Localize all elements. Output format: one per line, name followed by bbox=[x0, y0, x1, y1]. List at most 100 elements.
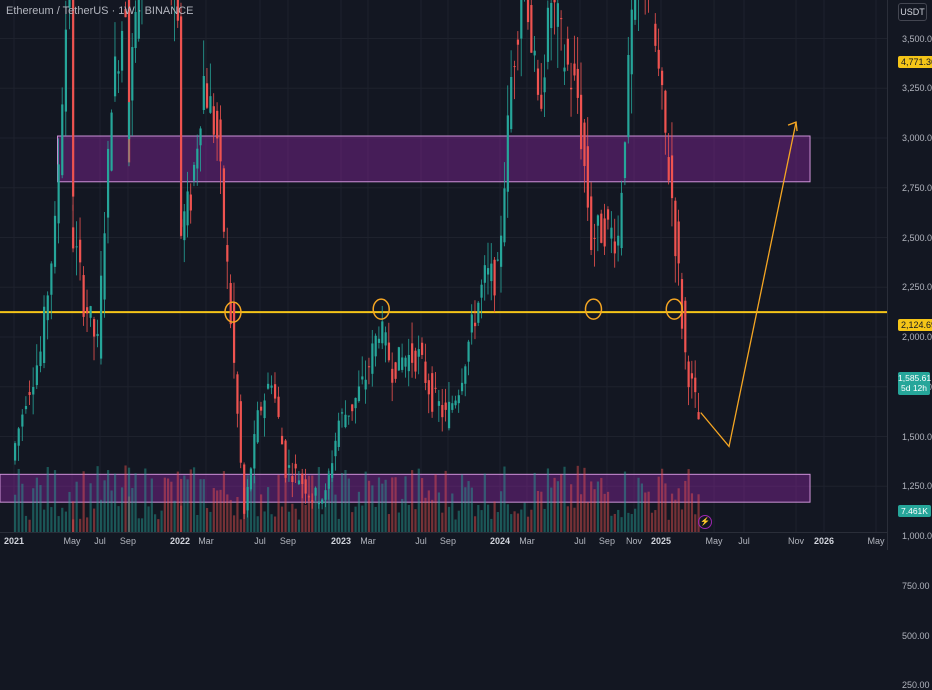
volume-bar bbox=[397, 512, 400, 532]
candle-body bbox=[421, 342, 424, 355]
price-tick-label: 500.00 bbox=[902, 630, 930, 641]
circle-marker bbox=[372, 298, 390, 320]
candle-body bbox=[287, 465, 291, 468]
time-axis[interactable] bbox=[0, 533, 888, 550]
volume-bar bbox=[46, 467, 49, 532]
volume-bar bbox=[500, 491, 503, 532]
candle-body bbox=[344, 414, 347, 428]
volume-bar bbox=[610, 515, 613, 532]
time-tick-label: Sep bbox=[279, 536, 296, 546]
candle-body bbox=[516, 39, 520, 45]
candle-body bbox=[120, 30, 124, 71]
volume-bar bbox=[684, 480, 687, 532]
candle-body bbox=[374, 335, 377, 357]
volume-bar bbox=[260, 494, 263, 532]
volume-bar bbox=[291, 503, 294, 532]
candle-body bbox=[35, 365, 38, 386]
candle-body bbox=[209, 96, 212, 113]
candle-body bbox=[407, 354, 410, 372]
volume-bar bbox=[670, 493, 674, 532]
volume-bar bbox=[93, 508, 96, 532]
resistance-zone bbox=[57, 135, 811, 183]
price-tick-label: 3,000.00 bbox=[902, 133, 932, 143]
candle-body bbox=[434, 387, 437, 389]
volume-bar bbox=[89, 483, 92, 532]
price-tick-label: 1,250.00 bbox=[902, 481, 932, 492]
time-tick-label: Nov bbox=[788, 536, 805, 546]
candle-body bbox=[583, 122, 586, 167]
candle-body bbox=[493, 259, 496, 296]
volume-bar bbox=[170, 481, 173, 532]
candle-body bbox=[536, 68, 540, 95]
volume-bar bbox=[513, 511, 516, 532]
candle-body bbox=[39, 351, 42, 367]
volume-bar bbox=[120, 487, 124, 532]
volume-bar bbox=[367, 480, 371, 532]
candle-body bbox=[263, 400, 266, 419]
time-tick-label: 2022 bbox=[169, 536, 191, 546]
candle-body bbox=[199, 128, 202, 146]
volume-bar bbox=[96, 466, 99, 532]
candle-body bbox=[189, 194, 192, 211]
volume-bar bbox=[127, 496, 131, 532]
candle-body bbox=[603, 218, 606, 247]
volume-bar bbox=[43, 509, 46, 532]
candle-body bbox=[246, 486, 249, 511]
volume-bar bbox=[483, 473, 486, 532]
volume-bar bbox=[131, 488, 134, 532]
volume-bar bbox=[493, 501, 496, 532]
candle-body bbox=[68, 0, 71, 8]
candle-body bbox=[79, 239, 82, 263]
candle-body bbox=[424, 361, 427, 383]
candle-body bbox=[216, 110, 219, 139]
time-axis-divider bbox=[0, 532, 888, 533]
projection-arrowhead bbox=[787, 121, 798, 132]
volume-bar bbox=[464, 487, 467, 532]
volume-bar bbox=[153, 514, 157, 532]
volume-bar bbox=[623, 471, 627, 532]
candle-body bbox=[89, 306, 92, 318]
candle-body bbox=[334, 440, 337, 457]
candle-body bbox=[381, 321, 384, 344]
time-tick-label: May bbox=[705, 536, 723, 546]
price-chart[interactable] bbox=[0, 0, 932, 550]
candle-body bbox=[236, 374, 239, 414]
volume-bar bbox=[186, 479, 189, 532]
candle-body bbox=[550, 2, 553, 29]
volume-bar bbox=[317, 467, 320, 532]
candle-body bbox=[297, 480, 301, 485]
candle-body bbox=[613, 241, 616, 254]
volume-bar bbox=[113, 473, 117, 532]
volume-bar bbox=[163, 477, 166, 532]
candle-body bbox=[266, 383, 270, 389]
volume-bar bbox=[86, 517, 89, 532]
candle-body bbox=[311, 500, 314, 502]
volume-bar bbox=[526, 516, 530, 532]
currency-button[interactable]: USDT bbox=[898, 3, 927, 21]
volume-bar bbox=[150, 478, 153, 532]
volume-bar bbox=[321, 514, 324, 532]
volume-bar bbox=[351, 512, 354, 532]
volume-bar bbox=[441, 512, 444, 532]
price-axis[interactable] bbox=[888, 0, 932, 550]
candle-body bbox=[341, 412, 344, 414]
volume-bar bbox=[61, 507, 64, 532]
candle-body bbox=[124, 8, 127, 18]
candle-body bbox=[32, 386, 35, 395]
flash-icon[interactable]: ⚡ bbox=[698, 515, 712, 529]
volume-bar bbox=[447, 506, 451, 532]
candle-body bbox=[467, 341, 470, 362]
volume-bar bbox=[603, 493, 606, 532]
candle-body bbox=[451, 403, 454, 410]
resistance-zone bbox=[0, 473, 811, 503]
price-tick-label: 750.00 bbox=[902, 580, 930, 591]
candle-body bbox=[657, 49, 660, 69]
volume-bar bbox=[137, 518, 140, 532]
volume-bar bbox=[354, 506, 357, 532]
candle-body bbox=[391, 368, 394, 383]
volume-bar bbox=[347, 478, 350, 532]
candle-body bbox=[273, 384, 277, 399]
candle-body bbox=[82, 275, 85, 317]
volume-bar bbox=[72, 519, 75, 532]
volume-bar bbox=[697, 494, 700, 532]
